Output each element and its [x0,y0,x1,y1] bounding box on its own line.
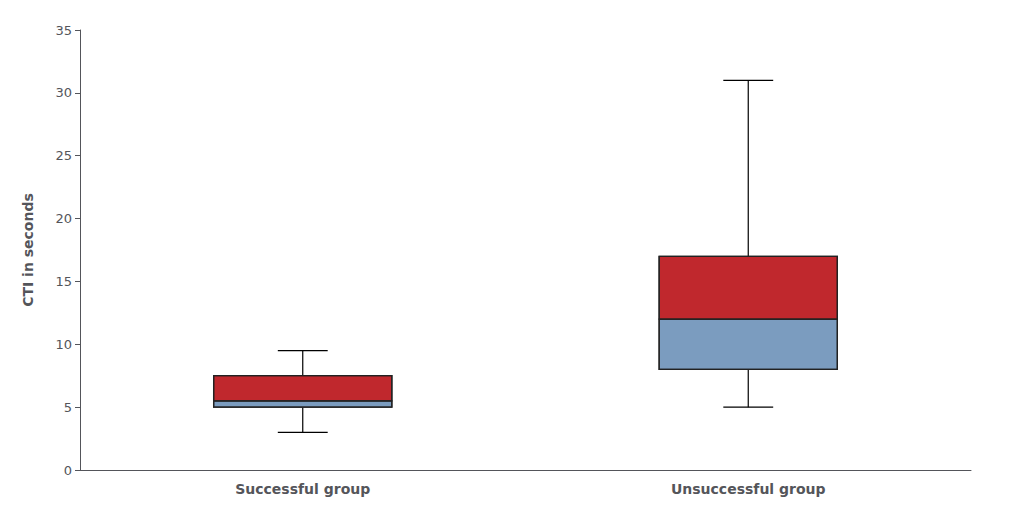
svg-text:15: 15 [55,274,72,289]
svg-text:0: 0 [64,463,72,478]
svg-text:Unsuccessful group: Unsuccessful group [671,481,826,497]
svg-text:10: 10 [55,337,72,352]
svg-text:35: 35 [55,23,72,38]
svg-text:20: 20 [55,211,72,226]
svg-text:Successful group: Successful group [235,481,370,497]
svg-text:5: 5 [64,400,72,415]
svg-text:25: 25 [55,148,72,163]
svg-text:CTI in seconds: CTI in seconds [20,193,36,307]
svg-text:30: 30 [55,85,72,100]
